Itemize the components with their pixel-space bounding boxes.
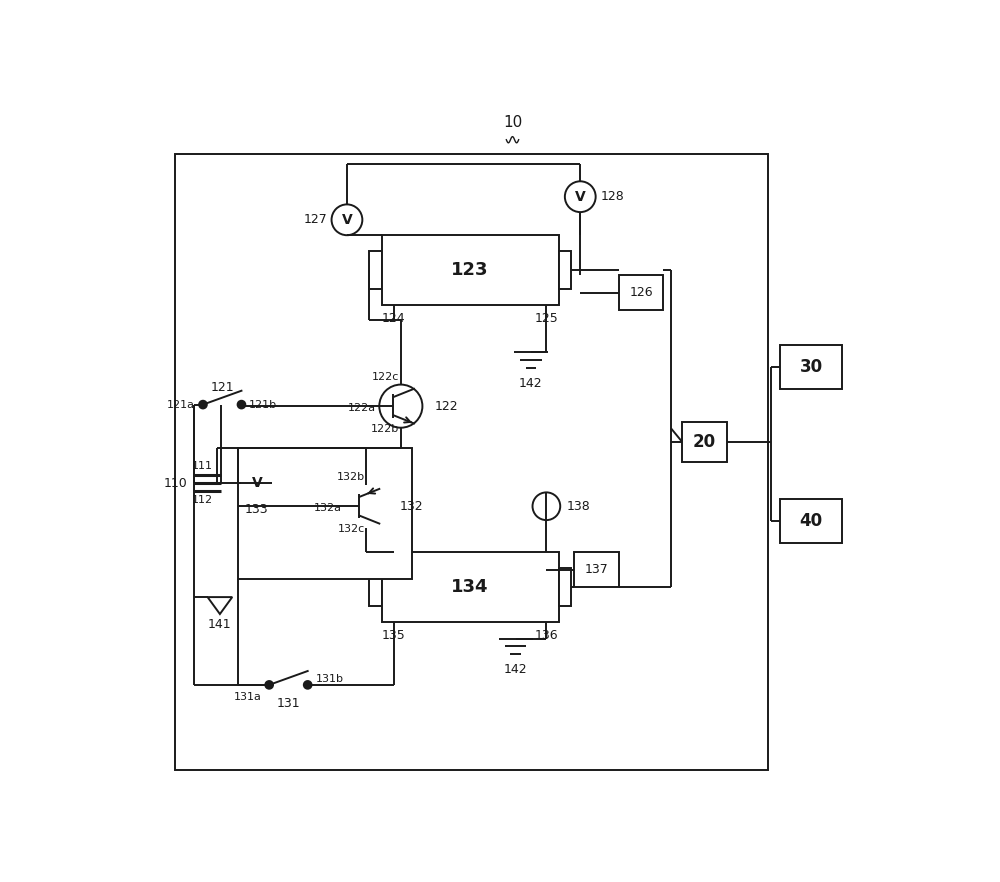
Circle shape bbox=[199, 400, 207, 408]
Text: 111: 111 bbox=[192, 461, 213, 471]
Text: 121b: 121b bbox=[249, 400, 277, 409]
Bar bbox=[682, 422, 727, 461]
Text: 121: 121 bbox=[210, 381, 234, 394]
Text: 122c: 122c bbox=[372, 372, 399, 382]
Text: 122b: 122b bbox=[371, 424, 399, 434]
Bar bbox=[238, 448, 412, 579]
Circle shape bbox=[304, 681, 312, 689]
Circle shape bbox=[345, 485, 388, 527]
Text: 141: 141 bbox=[208, 618, 232, 632]
Text: 126: 126 bbox=[629, 286, 653, 299]
Circle shape bbox=[379, 385, 422, 428]
Text: 132: 132 bbox=[400, 500, 424, 512]
Text: 122: 122 bbox=[435, 400, 458, 413]
Bar bbox=[559, 568, 571, 606]
Text: 123: 123 bbox=[451, 261, 489, 279]
Text: 136: 136 bbox=[535, 629, 558, 642]
Text: 137: 137 bbox=[585, 564, 608, 576]
Text: 110: 110 bbox=[164, 476, 188, 490]
Bar bbox=[369, 568, 382, 606]
Text: 124: 124 bbox=[382, 312, 406, 325]
Polygon shape bbox=[208, 597, 232, 614]
Text: 121a: 121a bbox=[167, 400, 195, 409]
Text: 134: 134 bbox=[451, 578, 489, 596]
Circle shape bbox=[533, 492, 560, 520]
Bar bbox=[574, 552, 619, 587]
Bar bbox=[175, 153, 768, 770]
Text: 131b: 131b bbox=[315, 674, 343, 684]
Circle shape bbox=[265, 681, 273, 689]
Text: 20: 20 bbox=[693, 432, 716, 451]
Text: 138: 138 bbox=[566, 500, 590, 512]
Bar bbox=[382, 552, 559, 622]
Text: 133: 133 bbox=[245, 503, 269, 516]
Text: 10: 10 bbox=[503, 116, 522, 131]
Text: V: V bbox=[342, 213, 352, 227]
Bar bbox=[369, 250, 382, 289]
Text: 112: 112 bbox=[192, 495, 213, 505]
Text: 125: 125 bbox=[535, 312, 558, 325]
Circle shape bbox=[565, 182, 596, 212]
Text: 142: 142 bbox=[519, 377, 543, 390]
Text: 131: 131 bbox=[277, 697, 300, 710]
Text: 128: 128 bbox=[600, 191, 624, 203]
Text: 132c: 132c bbox=[337, 524, 365, 534]
Text: 127: 127 bbox=[303, 213, 327, 227]
Circle shape bbox=[241, 467, 272, 498]
Circle shape bbox=[238, 400, 245, 408]
Text: V: V bbox=[575, 190, 586, 204]
Bar bbox=[780, 498, 842, 543]
Text: 142: 142 bbox=[504, 663, 527, 676]
Text: 132a: 132a bbox=[314, 503, 342, 512]
Text: 40: 40 bbox=[800, 512, 823, 530]
Text: 122a: 122a bbox=[348, 403, 376, 413]
Text: 30: 30 bbox=[800, 358, 823, 376]
Bar bbox=[382, 235, 559, 304]
Text: V: V bbox=[251, 476, 262, 490]
Text: 131a: 131a bbox=[234, 692, 261, 702]
Bar bbox=[619, 275, 663, 310]
Text: 135: 135 bbox=[382, 629, 406, 642]
Bar bbox=[559, 250, 571, 289]
Text: 132b: 132b bbox=[337, 472, 365, 482]
Bar bbox=[780, 345, 842, 389]
Circle shape bbox=[332, 205, 362, 235]
